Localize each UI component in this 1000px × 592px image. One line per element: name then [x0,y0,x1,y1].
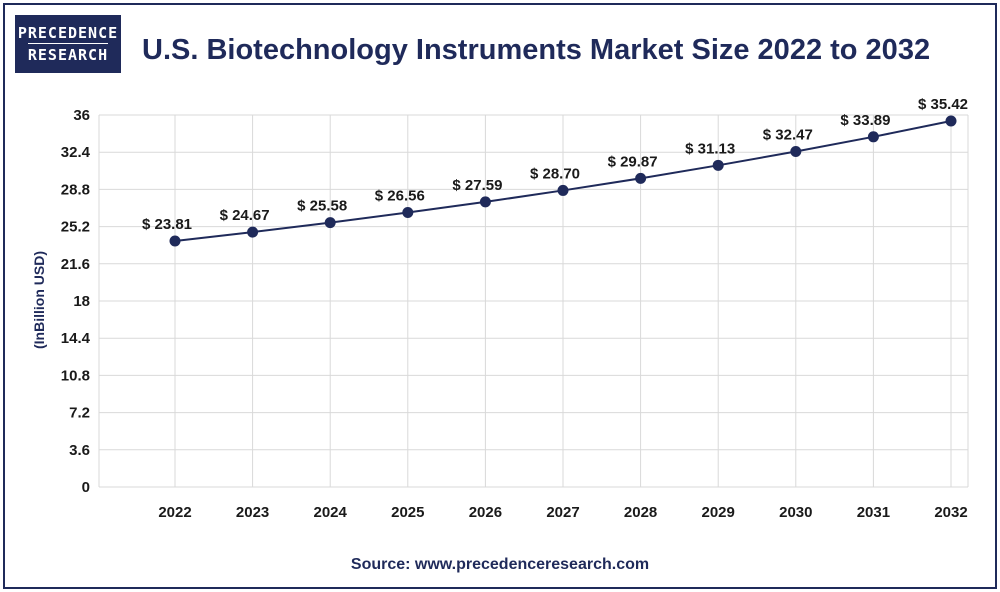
data-point [169,235,181,247]
data-point [324,217,336,229]
y-tick-label: 7.2 [69,405,90,422]
data-points [169,115,957,247]
data-label: $ 23.81 [142,216,192,233]
y-tick-label: 25.2 [61,219,90,236]
data-point [402,207,414,219]
x-tick-label: 2025 [391,504,424,521]
x-tick-label: 2026 [469,504,502,521]
chart-title: U.S. Biotechnology Instruments Market Si… [142,34,931,66]
data-label: $ 24.67 [220,207,270,224]
data-labels: $ 23.81 $ 24.67 $ 25.58 $ 26.56 $ 27.59 $ 28.… [142,96,968,233]
data-label: $ 28.70 [530,165,580,182]
data-point [479,196,491,208]
data-label: $ 29.87 [608,153,658,170]
x-tick-labels: 2022 2023 2024 2025 2026 2027 2028 2029 2030 2031… [158,504,967,521]
data-label: $ 32.47 [763,126,813,143]
x-tick-label: 2029 [702,504,735,521]
data-point [712,159,724,171]
x-tick-label: 2024 [314,504,348,521]
x-tick-label: 2023 [236,504,269,521]
x-tick-label: 2028 [624,504,657,521]
grid-layer [98,114,969,488]
x-tick-label: 2022 [158,504,191,521]
y-axis-label: (InBillion USD) [31,251,47,349]
x-tick-label: 2031 [857,504,890,521]
y-tick-label: 3.6 [69,442,90,459]
data-point [790,145,802,157]
data-point [635,172,647,184]
data-point [557,184,569,196]
brand-logo-line1: PRECEDENCE [17,23,119,42]
y-tick-label: 0 [82,479,90,496]
source-note: Source: www.precedenceresearch.com [350,556,650,573]
data-point [867,131,879,143]
data-label: $ 26.56 [375,188,425,205]
y-tick-label: 18 [73,293,90,310]
data-point [247,226,259,238]
data-label: $ 25.58 [297,198,347,215]
brand-logo: PRECEDENCE RESEARCH [15,15,121,73]
y-tick-label: 21.6 [61,256,90,273]
data-label: $ 31.13 [685,140,735,157]
x-tick-label: 2030 [779,504,812,521]
chart-frame [3,3,997,589]
y-tick-label: 32.4 [61,144,91,161]
y-tick-label: 10.8 [61,367,90,384]
y-tick-label: 28.8 [61,181,90,198]
data-point [945,115,957,127]
y-tick-label: 36 [73,107,90,124]
data-label: $ 33.89 [840,112,890,129]
data-label: $ 27.59 [452,177,502,194]
x-tick-label: 2032 [934,504,967,521]
y-tick-label: 14.4 [61,330,91,347]
x-tick-label: 2027 [546,504,579,521]
brand-logo-line2: RESEARCH [27,42,109,65]
data-label: $ 35.42 [918,96,968,113]
y-tick-labels: 0 3.6 7.2 10.8 14.4 18 21.6 25.2 28.8 32.4 36 [61,107,91,496]
